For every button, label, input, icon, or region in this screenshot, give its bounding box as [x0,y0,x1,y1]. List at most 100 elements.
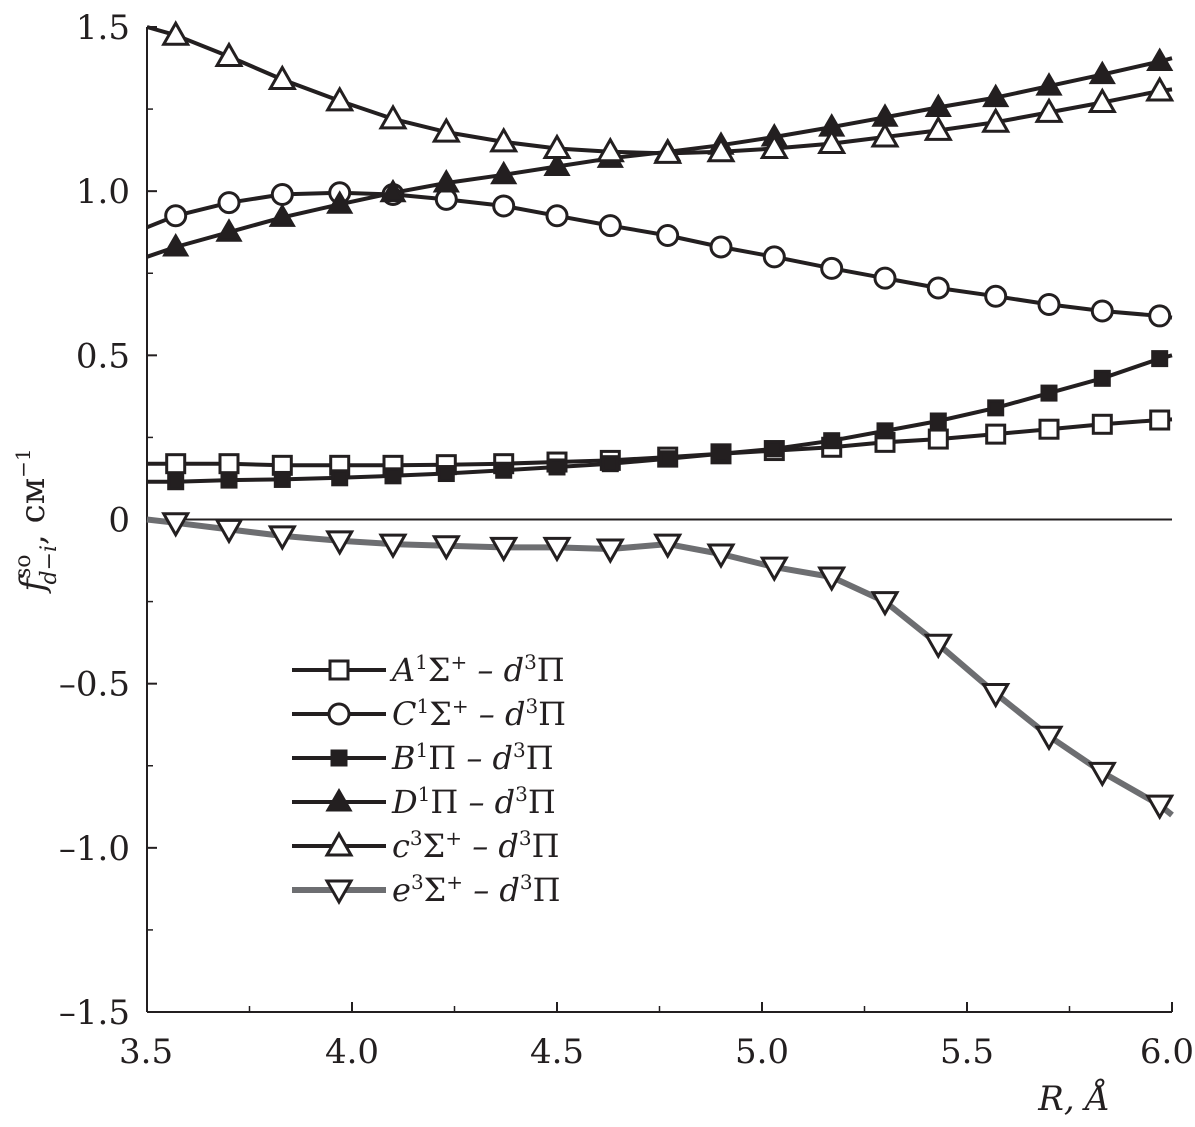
legend-label-rest-sup: 3 [520,870,533,894]
marker-triangle-up-open [1034,97,1064,123]
legend-label-sym: Π [430,783,458,821]
marker-circle-open [762,245,786,269]
marker-square-filled [1040,384,1058,402]
marker-triangle-up-open [431,117,461,143]
marker-circle-open [820,256,844,280]
legend-label-rest: – d [469,695,526,733]
marker-triangle-up-filled [268,203,296,227]
marker-triangle-up-open [267,64,297,91]
marker-square-filled [1151,350,1169,368]
legend-label: A1Σ+ – d3Π [389,650,565,689]
marker-square-filled [437,465,455,483]
marker-square-open [328,659,350,681]
marker-triangle-up-filled [325,788,353,812]
marker-circle-open [873,266,897,290]
marker-square-filled [331,469,349,487]
marker-triangle-down-open [870,591,900,617]
marker-square-filled [876,422,894,440]
marker-triangle-up-open [161,20,191,46]
y-tick-label: 0.5 [76,336,130,376]
legend-label-rest-sup: 3 [525,694,538,718]
legend-label-sym: Σ [423,827,446,865]
legend-label-rest-sup: 3 [515,782,528,806]
marker-triangle-up-open [817,128,847,155]
marker-triangle-down-open [324,879,354,906]
legend-label-state: B [391,739,416,777]
marker-circle-open [217,191,241,215]
marker-square-filled [601,455,619,473]
marker-triangle-up-filled [1146,47,1174,71]
marker-triangle-up-filled [490,160,518,185]
marker-circle-open [164,204,188,228]
marker-square-filled [273,470,291,488]
marker-circle-open [926,276,950,300]
legend-label-end: Π [537,651,565,689]
legend-label-sym: Σ [429,695,452,733]
marker-triangle-up-filled [432,168,460,193]
marker-circle-open [1090,299,1114,323]
marker-square-filled [1093,369,1111,387]
marker-square-filled [929,412,947,430]
marker-square-filled [548,458,566,476]
legend-label: B1Π – d3Π [391,738,554,777]
legend-label-rest: – d [456,739,513,777]
x-tick-label: 5.5 [940,1032,994,1072]
marker-triangle-up-open [325,85,355,112]
marker-triangle-down-open [759,556,789,583]
marker-triangle-down-open [214,518,244,545]
legend-label-sym-sup: + [450,650,467,674]
series-6 [146,512,1175,821]
marker-triangle-down-open [923,633,953,660]
marker-circle-open [327,702,351,726]
y-axis-title-unit: , cм [13,478,53,545]
marker-triangle-down-open [267,525,297,551]
legend-label-rest: – d [467,651,524,689]
marker-square-filled [659,450,677,468]
series-line [146,516,1174,818]
legend-item: C1Σ+ – d3Π [292,694,566,733]
legend-label-sup: 1 [416,694,429,718]
marker-triangle-up-open [378,103,408,130]
marker-triangle-down-open [817,566,847,592]
legend-label-rest-sup: 3 [524,650,537,674]
legend-label-rest: – d [463,871,520,909]
series-line [146,25,1173,156]
marker-square-filled [384,467,402,485]
legend-label-rest: – d [458,783,515,821]
marker-square-filled [712,445,730,463]
legend-label-sup: 1 [415,650,428,674]
legend-label-sym: Σ [428,651,451,689]
marker-square-open [218,453,240,475]
marker-square-open [927,428,949,450]
series-layer [146,20,1175,821]
y-tick-label: –0.5 [59,665,130,705]
x-axis-title: R, Å [1037,1078,1110,1119]
legend-label-end: Π [533,871,561,909]
marker-triangle-down-open [706,543,736,569]
legend-label-sym: Π [428,739,456,777]
x-tick-label: 4.0 [325,1032,379,1072]
marker-triangle-down-open [489,536,519,563]
marker-circle-open [709,235,733,259]
marker-square-filled [330,749,348,767]
x-tick-label: 3.5 [119,1032,173,1072]
y-tick-label: 1.0 [76,172,130,212]
marker-circle-open [545,204,569,228]
legend-label-state: c [392,827,410,865]
marker-triangle-up-open [653,138,683,164]
marker-circle-open [598,214,622,238]
y-tick-label: –1.5 [59,993,130,1033]
legend-label-state: C [392,695,416,733]
marker-triangle-up-open [489,126,519,153]
legend-label-end: Π [526,739,554,777]
marker-triangle-up-filled [215,218,243,242]
marker-triangle-up-filled [162,232,190,257]
legend-label-sym-sup: + [452,694,469,718]
y-axis-title: fsod−i, cм−1 [11,448,62,594]
marker-square-open [165,453,187,475]
legend-label-state: e [392,871,411,909]
legend-label-sym: Σ [424,871,447,909]
legend-item: B1Π – d3Π [292,738,554,777]
marker-square-open [1038,418,1060,440]
